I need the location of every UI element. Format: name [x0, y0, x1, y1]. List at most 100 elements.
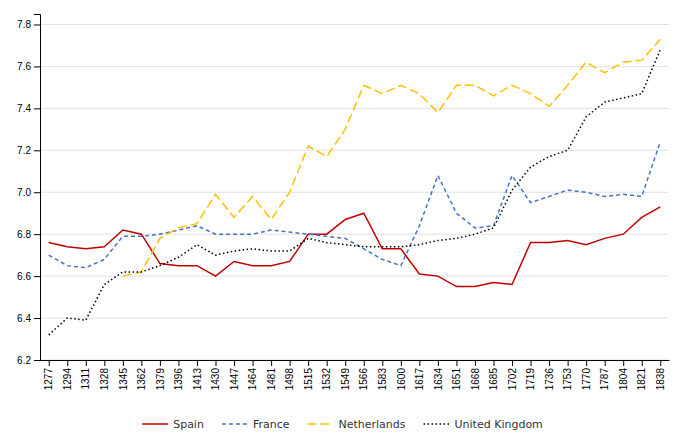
x-tick-label: 1294: [62, 368, 73, 391]
legend-item: France: [222, 418, 290, 431]
y-tick-label: 6.4: [17, 313, 31, 324]
x-tick-mark: [160, 360, 161, 366]
x-tick-mark: [253, 360, 254, 366]
x-tick: 1566: [358, 360, 369, 390]
x-tick-mark: [86, 360, 87, 366]
legend-label: Netherlands: [338, 418, 405, 431]
x-tick: 1770: [581, 360, 592, 390]
chart: 6.26.46.66.87.07.27.47.67.81277129413111…: [0, 0, 685, 438]
x-tick: 1804: [618, 360, 629, 390]
x-tick-label: 1277: [43, 368, 54, 391]
x-tick-label: 1702: [507, 368, 518, 391]
x-tick-label: 1770: [581, 368, 592, 391]
x-tick-mark: [271, 360, 272, 366]
x-tick-mark: [141, 360, 142, 366]
x-tick: 1600: [396, 360, 407, 390]
x-tick: 1430: [210, 360, 221, 390]
series-line: [49, 50, 661, 335]
x-tick: 1617: [414, 360, 425, 390]
x-tick-mark: [605, 360, 606, 366]
y-tick: 6.4: [17, 313, 40, 324]
x-tick: 1328: [99, 360, 110, 390]
x-tick: 1753: [562, 360, 573, 390]
x-tick: 1311: [80, 360, 91, 390]
legend-item: United Kingdom: [424, 418, 543, 431]
x-tick-label: 1362: [136, 368, 147, 391]
y-tick-mark: [34, 276, 40, 277]
grid-line: [40, 318, 669, 319]
x-tick: 1821: [636, 360, 647, 390]
x-tick-mark: [568, 360, 569, 366]
x-tick-mark: [642, 360, 643, 366]
legend-label: Spain: [173, 418, 204, 431]
x-tick-mark: [178, 360, 179, 366]
x-tick: 1838: [655, 360, 666, 390]
x-tick-mark: [290, 360, 291, 366]
y-tick: 7.4: [17, 103, 40, 114]
x-tick-label: 1515: [303, 368, 314, 391]
x-tick: 1702: [507, 360, 518, 390]
x-tick: 1362: [136, 360, 147, 390]
x-tick: 1634: [433, 360, 444, 390]
x-tick-label: 1464: [247, 368, 258, 391]
x-tick-mark: [438, 360, 439, 366]
x-tick: 1736: [544, 360, 555, 390]
x-tick-mark: [456, 360, 457, 366]
x-tick-label: 1328: [99, 368, 110, 391]
x-tick: 1532: [321, 360, 332, 390]
x-tick-mark: [308, 360, 309, 366]
legend-swatch: [142, 423, 168, 425]
x-tick: 1668: [470, 360, 481, 390]
y-tick-label: 6.8: [17, 229, 31, 240]
x-tick: 1651: [451, 360, 462, 390]
x-tick-mark: [123, 360, 124, 366]
x-axis: 1277129413111328134513621379139614131430…: [41, 360, 670, 390]
x-tick: 1498: [284, 360, 295, 390]
x-tick-label: 1583: [377, 368, 388, 391]
y-tick: 7.2: [17, 145, 40, 156]
y-tick: 7.0: [17, 187, 40, 198]
x-tick-mark: [327, 360, 328, 366]
x-tick-label: 1566: [358, 368, 369, 391]
x-tick-mark: [549, 360, 550, 366]
legend-swatch: [222, 423, 248, 425]
x-tick-label: 1804: [618, 368, 629, 391]
x-tick-mark: [67, 360, 68, 366]
x-tick-label: 1311: [80, 368, 91, 390]
x-tick: 1719: [525, 360, 536, 390]
legend-label: United Kingdom: [455, 418, 543, 431]
x-tick-mark: [493, 360, 494, 366]
x-tick: 1549: [340, 360, 351, 390]
y-tick-mark: [34, 234, 40, 235]
y-tick-mark: [34, 360, 40, 361]
x-tick: 1481: [266, 360, 277, 390]
x-tick-mark: [531, 360, 532, 366]
y-tick-label: 7.8: [17, 19, 31, 30]
series-line: [49, 207, 661, 287]
grid-line: [40, 234, 669, 235]
x-tick: 1277: [43, 360, 54, 390]
x-tick-mark: [623, 360, 624, 366]
y-axis-line: [34, 15, 41, 361]
lines: [49, 39, 661, 335]
x-tick-label: 1787: [599, 368, 610, 391]
x-tick-label: 1549: [340, 368, 351, 391]
x-tick-label: 1668: [470, 368, 481, 391]
x-tick-mark: [49, 360, 50, 366]
plot: 6.26.46.66.87.07.27.47.67.81277129413111…: [17, 15, 669, 391]
y-tick-mark: [34, 66, 40, 67]
x-tick-label: 1532: [321, 368, 332, 391]
y-tick-label: 6.6: [17, 271, 31, 282]
x-tick-mark: [401, 360, 402, 366]
x-tick-label: 1345: [118, 368, 129, 391]
y-tick-label: 7.2: [17, 145, 31, 156]
x-tick-mark: [216, 360, 217, 366]
x-tick-mark: [382, 360, 383, 366]
x-tick-mark: [197, 360, 198, 366]
y-axis: 6.26.46.66.87.07.27.47.67.8: [17, 15, 40, 366]
y-tick-label: 6.2: [17, 355, 31, 366]
grid-line: [40, 150, 669, 151]
x-tick-label: 1617: [414, 368, 425, 391]
x-tick-label: 1838: [655, 368, 666, 391]
x-tick-label: 1600: [396, 368, 407, 391]
